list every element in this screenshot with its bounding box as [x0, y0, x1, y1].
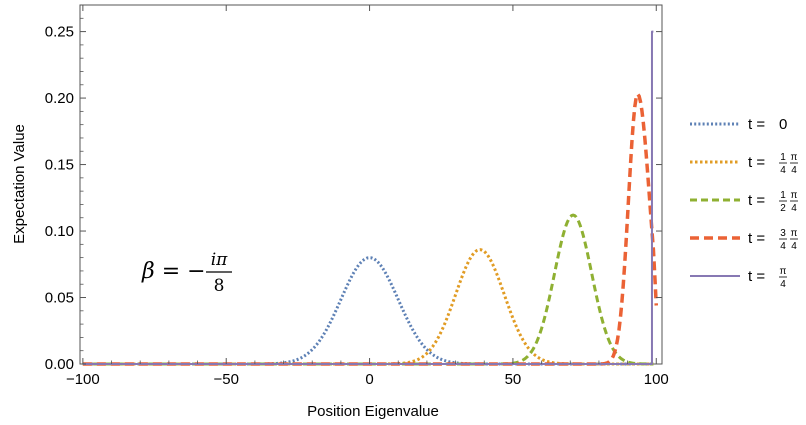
- y-axis: 0.00 0.05 0.10 0.15 0.20 0.25: [45, 17, 662, 373]
- legend-label-pi-denominator: 4: [791, 241, 797, 252]
- legend-item: t = 1 2π 4: [690, 190, 798, 214]
- legend-label-denominator: 4: [780, 241, 786, 252]
- y-tick-label: 0.20: [45, 90, 74, 107]
- legend-label-denominator: 4: [780, 279, 786, 290]
- series-line-5: [82, 30, 654, 365]
- legend-item: t = 0: [690, 116, 787, 133]
- series-line-3: [82, 213, 654, 366]
- beta-lhs: β = −: [141, 259, 206, 284]
- legend-label-pi-denominator: 4: [791, 165, 797, 176]
- legend-label-numerator: 3: [780, 228, 786, 239]
- y-tick-label: 0.15: [45, 157, 74, 174]
- series-line-4: [82, 92, 659, 366]
- y-tick-label: 0.25: [45, 24, 74, 41]
- x-tick-label: −100: [66, 371, 100, 388]
- series-layer: [82, 30, 659, 366]
- beta-denominator: 8: [214, 276, 225, 296]
- legend-label-denominator: 2: [780, 203, 786, 214]
- legend-label-numerator: 1: [780, 152, 786, 163]
- legend-label-numerator: π: [780, 266, 787, 277]
- x-axis-title: Position Eigenvalue: [307, 403, 439, 420]
- plot-frame: [79, 4, 663, 365]
- legend-item: t = π 4: [690, 266, 787, 290]
- legend-label-prefix: t =: [748, 154, 765, 171]
- legend-label-value: 0: [779, 116, 787, 133]
- legend-label-prefix: t =: [748, 116, 765, 133]
- legend-label-prefix: t =: [748, 230, 765, 247]
- plot-border: [79, 4, 663, 365]
- beta-numerator: iπ: [211, 250, 228, 270]
- legend-label-pi: π: [791, 152, 798, 163]
- beta-annotation: β = − iπ 8: [141, 250, 232, 296]
- x-tick-label: 0: [365, 371, 373, 388]
- y-tick-label: 0.05: [45, 290, 74, 307]
- x-axis: −100 −50 0 50 100: [66, 5, 669, 388]
- y-tick-label: 0.10: [45, 223, 74, 240]
- y-axis-title: Expectation Value: [11, 124, 28, 244]
- legend-label-denominator: 4: [780, 165, 786, 176]
- legend-label-pi: π: [791, 190, 798, 201]
- legend-label-pi-denominator: 4: [791, 203, 797, 214]
- x-tick-label: −50: [213, 371, 238, 388]
- legend-label-numerator: 1: [780, 190, 786, 201]
- x-tick-label: 100: [644, 371, 669, 388]
- y-tick-label: 0.00: [45, 356, 74, 373]
- legend-label-prefix: t =: [748, 268, 765, 285]
- legend-label-pi: π: [791, 228, 798, 239]
- legend-label-prefix: t =: [748, 192, 765, 209]
- x-tick-label: 50: [505, 371, 522, 388]
